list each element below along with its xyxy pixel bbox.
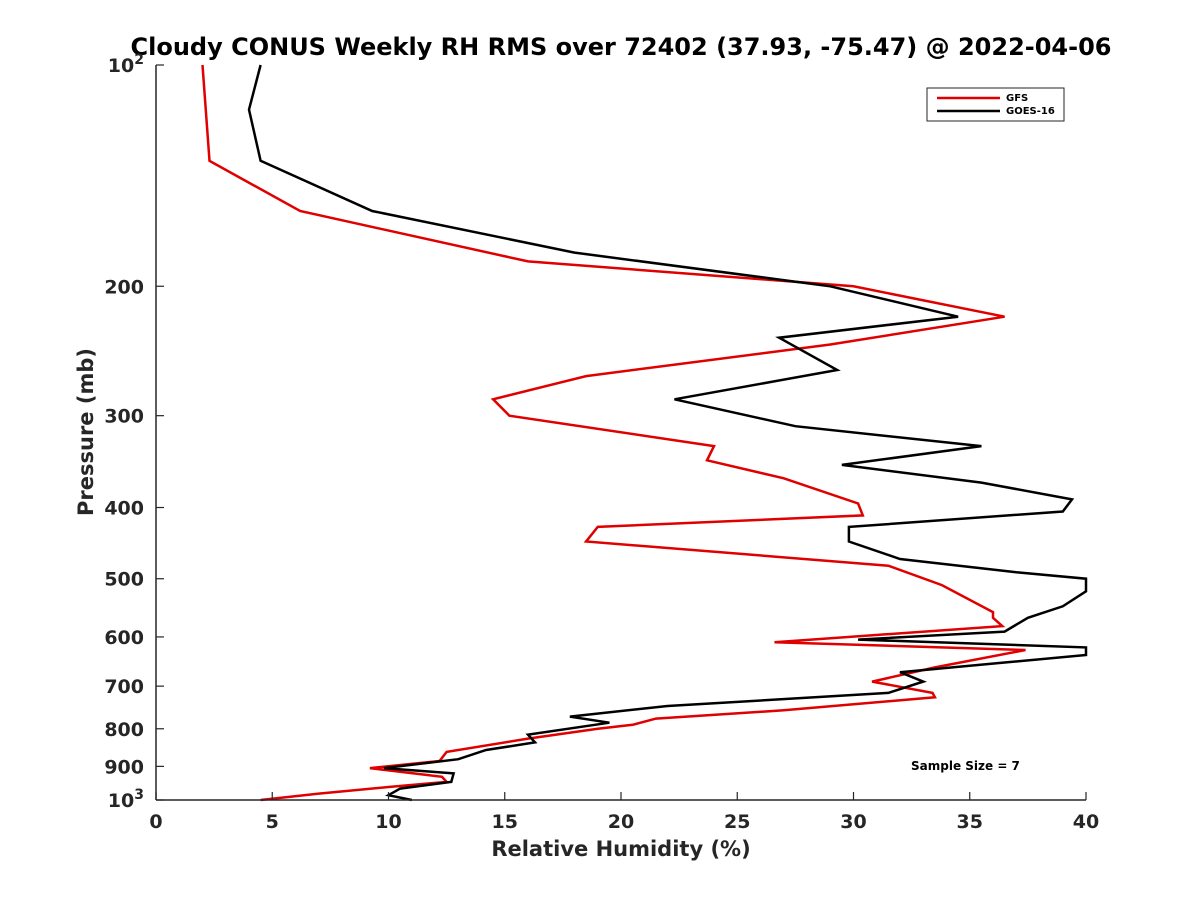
y-tick-label: 500 (104, 569, 144, 591)
y-tick-label: 300 (104, 406, 144, 428)
y-tick-label: 102 (108, 52, 144, 77)
x-tick-label: 10 (375, 811, 401, 833)
x-tick-label: 25 (724, 811, 750, 833)
x-tick-label: 5 (266, 811, 279, 833)
y-tick-label: 103 (108, 787, 144, 812)
y-tick-label: 700 (104, 676, 144, 698)
y-tick-label: 200 (104, 276, 144, 298)
series-line-gfs (201, 64, 1026, 802)
legend-label-gfs: GFS (1006, 93, 1028, 104)
sample-size-annotation: Sample Size = 7 (911, 759, 1020, 773)
y-tick-label: 900 (104, 756, 144, 778)
legend-label-goes16: GOES-16 (1006, 106, 1055, 117)
series-line-goes16 (247, 64, 1088, 802)
legend: GFS GOES-16 (926, 87, 1065, 122)
legend-box (926, 87, 1065, 122)
y-tick-label: 600 (104, 627, 144, 649)
x-tick-label: 15 (492, 811, 518, 833)
y-ticks: 102 200 300 400 500 600 700 800 900 103 (104, 52, 164, 812)
x-tick-label: 35 (957, 811, 983, 833)
y-tick-label: 400 (104, 498, 144, 520)
x-tick-label: 0 (149, 811, 162, 833)
x-tick-label: 40 (1073, 811, 1099, 833)
chart-title: Cloudy CONUS Weekly RH RMS over 72402 (3… (131, 33, 1112, 61)
series-layer (201, 64, 1088, 802)
x-tick-label: 20 (608, 811, 634, 833)
y-axis-label: Pressure (mb) (74, 348, 98, 516)
x-tick-label: 30 (840, 811, 866, 833)
x-axis-label: Relative Humidity (%) (491, 837, 750, 861)
y-tick-label: 800 (104, 719, 144, 741)
x-ticks: 0 5 10 15 20 25 30 35 40 (149, 792, 1099, 833)
